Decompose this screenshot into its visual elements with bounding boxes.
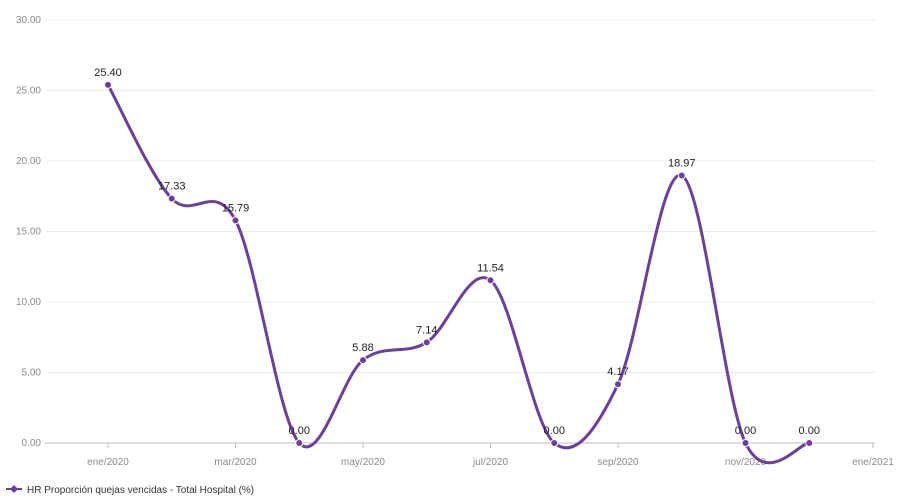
data-point — [295, 439, 304, 447]
y-tick-label: 15.00 — [16, 227, 41, 238]
series-layer — [104, 80, 814, 465]
x-tick-label: may/2020 — [341, 457, 385, 468]
y-tick-label: 25.00 — [16, 86, 41, 97]
y-tick-label: 5.00 — [22, 368, 42, 379]
x-tick-label: ene/2021 — [852, 457, 894, 468]
data-label: 25.40 — [94, 67, 122, 79]
data-label: 11.54 — [477, 262, 504, 274]
x-tick-label: nov/2020 — [725, 457, 767, 468]
data-label: 4.17 — [607, 366, 628, 378]
data-point — [422, 338, 431, 347]
legend-swatch-marker — [10, 485, 18, 493]
data-point — [167, 194, 176, 203]
data-label: 15.79 — [222, 202, 250, 214]
data-point — [677, 171, 686, 180]
data-label: 18.97 — [668, 158, 696, 170]
x-tick-label: ene/2020 — [87, 457, 129, 468]
y-tick-label: 10.00 — [16, 297, 41, 308]
data-label: 0.00 — [799, 425, 820, 437]
data-label: 7.14 — [416, 324, 437, 336]
legend-series-label: HR Proporción quejas vencidas - Total Ho… — [27, 485, 254, 496]
x-tick-label: mar/2020 — [214, 457, 257, 468]
data-point — [614, 380, 622, 389]
data-point — [104, 80, 112, 89]
y-tick-label: 20.00 — [16, 156, 41, 167]
y-tick-label: 0.00 — [22, 438, 42, 449]
gridlines — [45, 19, 875, 444]
x-tick-label: jul/2020 — [472, 457, 508, 468]
y-tick-label: 30.00 — [16, 15, 41, 26]
data-label: 17.33 — [158, 181, 186, 193]
data-point — [550, 439, 559, 447]
data-point — [805, 439, 814, 447]
legend: HR Proporción quejas vencidas - Total Ho… — [6, 485, 254, 496]
data-point — [359, 356, 367, 365]
data-point — [231, 216, 240, 225]
data-label: 5.88 — [352, 342, 373, 354]
x-tick-label: sep/2020 — [597, 457, 639, 468]
data-labels: 25.40 17.33 15.79 0.00 5.88 7.14 11.54 0.00 4.17… — [94, 67, 820, 437]
series-line — [106, 84, 810, 465]
data-label: 0.00 — [735, 425, 756, 437]
data-label: 0.00 — [289, 425, 310, 437]
axes: 0.00 5.00 10.00 15.00 20.00 25.00 30.00 ene/202… — [16, 15, 894, 468]
data-label: 0.00 — [544, 425, 565, 437]
data-point — [741, 439, 750, 447]
data-point — [486, 276, 495, 285]
